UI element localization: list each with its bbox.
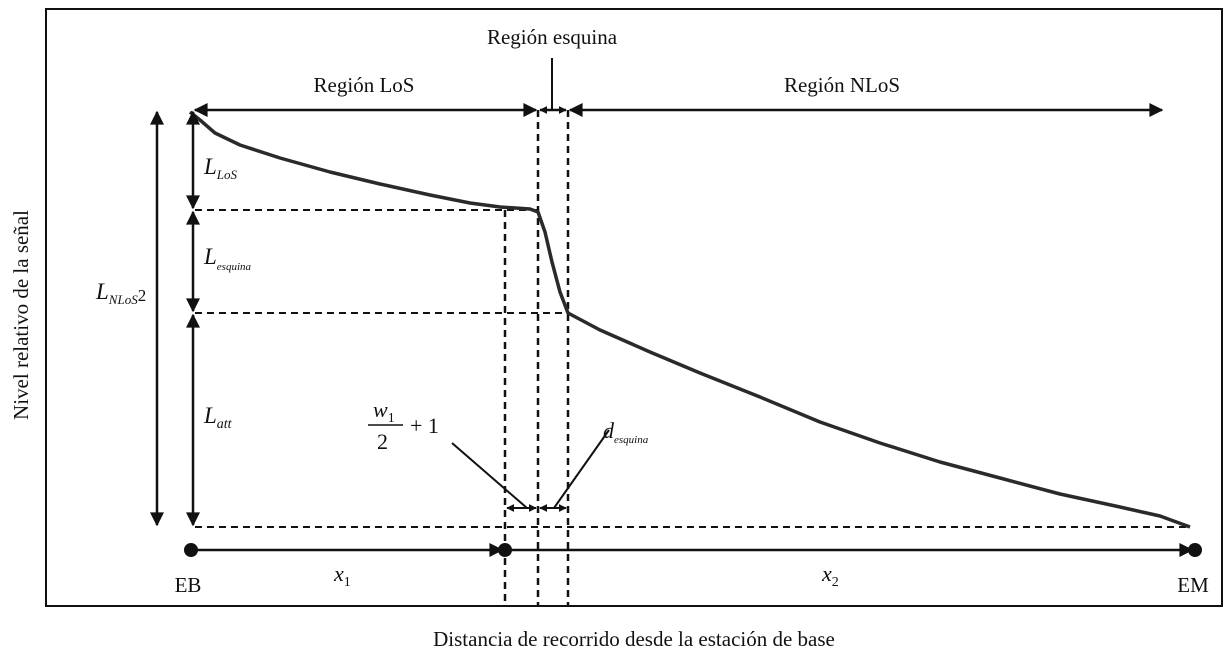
mobile-station-point <box>1188 543 1202 557</box>
label-d-corner: desquina <box>603 418 649 446</box>
signal-curve <box>188 110 1191 529</box>
x-axis-label: Distancia de recorrido desde la estación… <box>433 627 835 651</box>
svg-text:w1: w1 <box>373 397 395 426</box>
region-boundaries <box>503 110 570 605</box>
label-corner-region: Región esquina <box>487 25 618 49</box>
y-axis-label: Nivel relativo de la señal <box>9 210 33 420</box>
base-station-point <box>184 543 198 557</box>
label-nlos-region: Región NLoS <box>784 73 900 97</box>
label-x2: x2 <box>821 561 839 590</box>
x1-point <box>498 543 512 557</box>
svg-text:2: 2 <box>377 429 388 454</box>
label-l-corner: Lesquina <box>203 244 252 273</box>
fraction-leader <box>451 442 528 509</box>
svg-text:+ 1: + 1 <box>410 413 439 438</box>
label-x1: x1 <box>333 561 351 590</box>
label-l-los: LLoS <box>203 154 238 182</box>
diagram-frame <box>45 8 1223 607</box>
fraction-label: w1 2 + 1 <box>368 397 439 454</box>
level-guides <box>195 209 1190 528</box>
label-los-region: Región LoS <box>314 73 415 97</box>
label-mobile-station: EM <box>1177 573 1209 597</box>
label-l-att: Latt <box>203 403 233 432</box>
d-corner-leader <box>553 429 610 509</box>
label-l-nlos2: LNLoS2 <box>95 279 146 307</box>
label-base-station: EB <box>175 573 202 597</box>
